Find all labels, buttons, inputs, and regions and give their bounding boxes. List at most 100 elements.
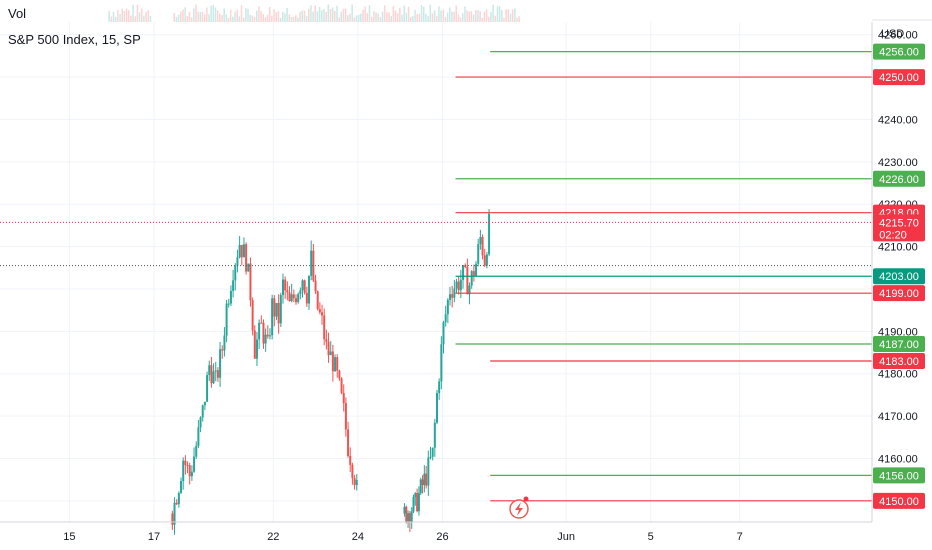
candle-body (453, 288, 456, 298)
symbol-title[interactable]: S&P 500 Index, 15, SP (8, 32, 141, 47)
volume-bar (459, 17, 462, 22)
volume-bar (505, 9, 507, 22)
candle-body (477, 244, 480, 264)
candle-body (451, 294, 454, 298)
volume-bar (255, 10, 258, 22)
volume-bar (416, 14, 418, 22)
volume-bar (125, 8, 128, 22)
volume-bar (464, 6, 466, 23)
candle-body (199, 417, 202, 428)
candle-body (449, 294, 452, 300)
candle-body (238, 244, 241, 258)
candle-body (412, 496, 415, 512)
volume-bar (418, 13, 421, 22)
level-tag-label: 4183.00 (879, 356, 919, 368)
candle-body (427, 457, 430, 486)
candle-body (349, 456, 352, 465)
volume-bar (342, 8, 345, 22)
volume-bar (422, 6, 425, 22)
candle-body (175, 502, 178, 505)
candle-body (485, 254, 488, 266)
candle-body (425, 473, 428, 486)
volume-bar (331, 7, 334, 23)
y-tick-label: 4230.00 (878, 157, 918, 169)
volume-bar (130, 15, 132, 22)
level-tag-label: 4150.00 (879, 496, 919, 508)
volume-bar (177, 14, 180, 22)
volume-bar (451, 11, 453, 22)
volume-bar (225, 14, 228, 22)
candle-body (180, 480, 183, 493)
volume-bar (370, 16, 373, 22)
level-tag (873, 467, 925, 484)
volume-bar (414, 9, 416, 22)
volume-bar (431, 13, 434, 22)
volume-bar (466, 10, 468, 22)
candle-body (331, 351, 334, 372)
volume-bar (503, 17, 505, 22)
volume-bar (119, 14, 121, 22)
volume-bar (123, 11, 126, 22)
volume-bar (227, 17, 230, 22)
candle-body (214, 370, 217, 372)
volume-label: Vol (8, 6, 27, 21)
candle-body (273, 298, 276, 317)
candle-body (221, 349, 224, 351)
volume-bar (199, 11, 202, 22)
candle-body (268, 335, 271, 337)
candle-body (255, 339, 258, 359)
candle-body (249, 263, 252, 301)
volume-bar (481, 17, 484, 22)
volume-bar (518, 16, 520, 22)
level-tag (873, 352, 925, 369)
volume-bar (303, 10, 306, 22)
candle-body (253, 330, 256, 359)
volume-bar (193, 8, 195, 22)
volume-bar (479, 11, 481, 22)
candle-body (264, 334, 267, 344)
volume-bar (325, 11, 327, 22)
candle-body (353, 478, 356, 486)
x-tick-label: 15 (63, 531, 75, 543)
candle-body (171, 513, 174, 525)
volume-bar (173, 13, 176, 22)
candle-body (197, 427, 200, 446)
candle-body (266, 334, 269, 337)
candle-body (488, 213, 491, 255)
volume-bar (127, 10, 130, 22)
candle-body (216, 370, 219, 378)
candle-body (262, 322, 265, 344)
level-tag (873, 285, 925, 302)
level-tag-label: 4226.00 (879, 174, 919, 186)
candle-body (212, 371, 215, 384)
volume-bar (203, 14, 206, 22)
candle-body (414, 493, 417, 497)
volume-bar (210, 5, 212, 23)
y-tick-label: 4210.00 (878, 242, 918, 254)
candle-body (251, 300, 254, 331)
x-tick-label: 5 (648, 531, 654, 543)
candle-body (436, 393, 438, 423)
candle-body (318, 309, 321, 313)
volume-bar (216, 10, 219, 22)
lightning-icon[interactable] (509, 496, 529, 519)
candle-body (295, 298, 298, 303)
candle-body (438, 381, 441, 394)
volume-bar (305, 16, 308, 22)
candle-body (423, 473, 426, 486)
candle-body (229, 290, 232, 304)
volume-bar (490, 11, 492, 22)
candle-body (279, 295, 282, 324)
volume-bar (301, 10, 304, 22)
volume-bar (509, 13, 512, 22)
volume-bar (394, 10, 397, 22)
candle-body (184, 460, 187, 466)
axes (0, 19, 932, 523)
candle-body (457, 281, 460, 291)
volume-bar (496, 6, 499, 23)
volume-bar (110, 16, 113, 22)
volume-bar (143, 15, 145, 22)
candle-body (245, 244, 248, 272)
candle-body (203, 401, 206, 406)
